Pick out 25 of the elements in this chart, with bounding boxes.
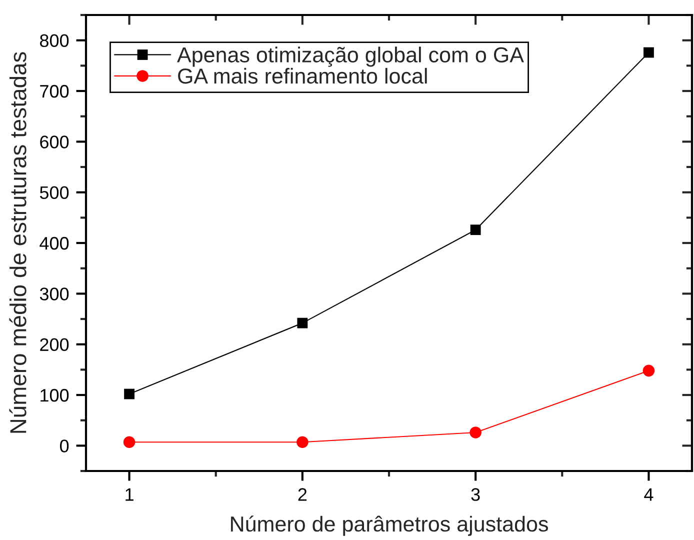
point [470, 426, 482, 438]
y-tick-label: 400 [40, 236, 69, 250]
x-tick-label: 4 [644, 488, 654, 501]
point [642, 364, 655, 377]
x-tick-label: 1 [126, 488, 134, 501]
x-tick-label: 3 [471, 488, 480, 501]
point [644, 47, 654, 58]
y-tick-label: 0 [60, 440, 69, 452]
y-tick-label: 300 [40, 288, 69, 300]
point [124, 388, 134, 400]
point [123, 436, 136, 448]
y-tick-label: 600 [40, 136, 69, 148]
x-tick-label: 2 [298, 488, 307, 501]
point [297, 318, 308, 328]
legend-label: Apenas otimização global com o GA [177, 46, 524, 67]
x-axis-title: Número de parâmetros ajustados [231, 516, 548, 536]
y-tick-label: 800 [40, 34, 69, 48]
y-tick-label: 100 [40, 388, 69, 402]
y-tick-label: 200 [40, 338, 69, 352]
y-tick-label: 500 [40, 186, 69, 200]
y-tick-label: 700 [40, 84, 69, 98]
y-axis-title: Número médio de estruturas testadas [9, 52, 26, 433]
legend-label: GA mais refinamento local [178, 68, 427, 84]
point [470, 224, 481, 236]
point [296, 436, 308, 448]
